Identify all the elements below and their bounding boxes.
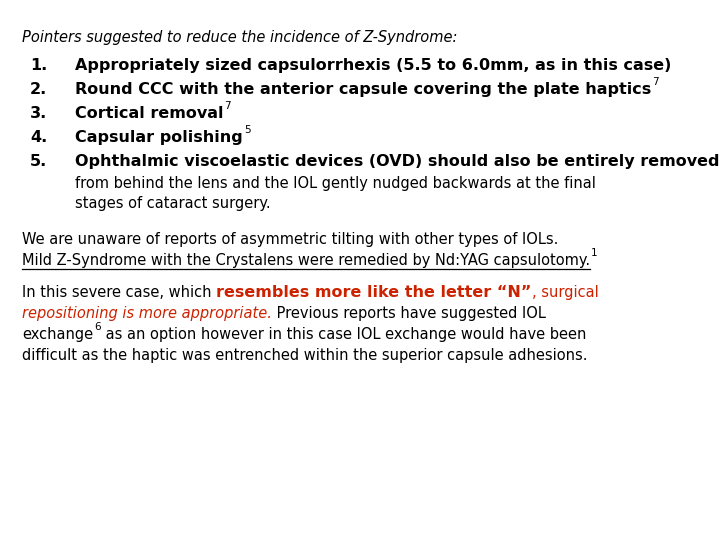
Text: 3.: 3. <box>30 106 48 121</box>
Text: from behind the lens and the IOL gently nudged backwards at the final: from behind the lens and the IOL gently … <box>75 176 596 191</box>
Text: 1: 1 <box>591 248 598 258</box>
Text: 6: 6 <box>94 322 101 332</box>
Text: In this severe case, which: In this severe case, which <box>22 285 216 300</box>
Text: , surgical: , surgical <box>531 285 598 300</box>
Text: Mild Z-Syndrome with the Crystalens were remedied by Nd:YAG capsulotomy.: Mild Z-Syndrome with the Crystalens were… <box>22 253 590 268</box>
Text: 2.: 2. <box>30 82 48 97</box>
Text: Ophthalmic viscoelastic devices (OVD) should also be entirely removed: Ophthalmic viscoelastic devices (OVD) sh… <box>75 154 719 169</box>
Text: Capsular polishing: Capsular polishing <box>75 130 243 145</box>
Text: 1.: 1. <box>30 58 48 73</box>
Text: Pointers suggested to reduce the incidence of Z-Syndrome:: Pointers suggested to reduce the inciden… <box>22 30 457 45</box>
Text: We are unaware of reports of asymmetric tilting with other types of IOLs.: We are unaware of reports of asymmetric … <box>22 232 559 247</box>
Text: Previous reports have suggested IOL: Previous reports have suggested IOL <box>272 306 546 321</box>
Text: 7: 7 <box>225 101 231 111</box>
Text: as an option however in this case IOL exchange would have been: as an option however in this case IOL ex… <box>101 327 587 342</box>
Text: stages of cataract surgery.: stages of cataract surgery. <box>75 196 271 211</box>
Text: 5: 5 <box>244 125 251 135</box>
Text: 5.: 5. <box>30 154 48 169</box>
Text: difficult as the haptic was entrenched within the superior capsule adhesions.: difficult as the haptic was entrenched w… <box>22 348 588 363</box>
Text: Round CCC with the anterior capsule covering the plate haptics: Round CCC with the anterior capsule cove… <box>75 82 652 97</box>
Text: 4.: 4. <box>30 130 48 145</box>
Text: 7: 7 <box>652 77 659 87</box>
Text: repositioning is more appropriate.: repositioning is more appropriate. <box>22 306 272 321</box>
Text: resembles more like the letter “N”: resembles more like the letter “N” <box>216 285 531 300</box>
Text: Appropriately sized capsulorrhexis (5.5 to 6.0mm, as in this case): Appropriately sized capsulorrhexis (5.5 … <box>75 58 671 73</box>
Text: Cortical removal: Cortical removal <box>75 106 223 121</box>
Text: exchange: exchange <box>22 327 93 342</box>
